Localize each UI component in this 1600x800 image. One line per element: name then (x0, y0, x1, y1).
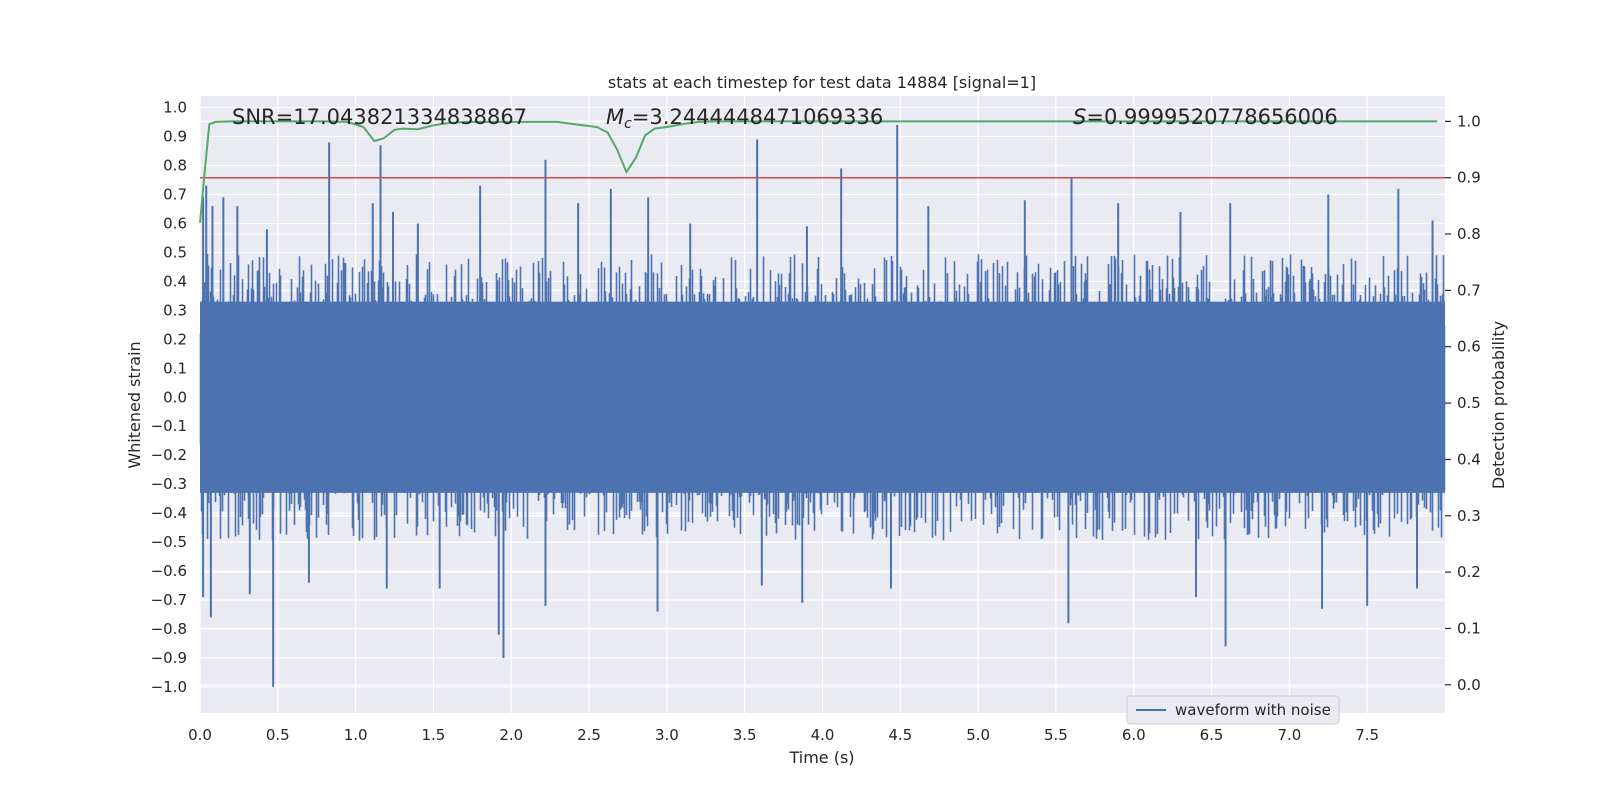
y-right-tick-label: 0.0 (1457, 676, 1481, 694)
x-tick-label: 5.0 (966, 726, 990, 744)
y-left-tick-label: 0.9 (163, 128, 187, 146)
legend-box (1126, 695, 1340, 725)
x-tick-label: 7.0 (1277, 726, 1301, 744)
chirp-mass-subscript: c (624, 116, 632, 132)
x-tick-label: 3.5 (733, 726, 757, 744)
y-right-tick-label: 0.8 (1457, 225, 1481, 243)
chirp-mass-annotation: Mc=3.2444448471069336 (606, 105, 883, 132)
y-right-tick-label: 1.0 (1457, 112, 1481, 130)
y-right-tick-label: 0.3 (1457, 507, 1481, 525)
y-right-tick-label: 0.9 (1457, 169, 1481, 187)
y-left-tick-label: −0.9 (151, 649, 187, 667)
y-left-tick-label: 0.0 (163, 388, 187, 406)
detection-probability-line (199, 120, 1438, 223)
score-symbol: S (1073, 105, 1086, 129)
y-left-tick-label: −0.8 (151, 620, 187, 638)
legend-label: waveform with noise (1175, 701, 1331, 719)
y-left-tick-label: 0.2 (163, 330, 187, 348)
x-tick-label: 1.5 (422, 726, 446, 744)
y-left-tick-label: −0.7 (151, 591, 187, 609)
y-axis-left-label: Whitened strain (125, 341, 144, 468)
x-axis-ticks: 0.0 0.5 1.0 1.5 2.0 2.5 3.0 3.5 4.0 4.5 5.0 5.5 6.0 6… (188, 726, 1379, 744)
y-left-tick-label: −1.0 (151, 678, 187, 696)
y-axis-right-ticks: 1.0 0.9 0.8 0.7 0.6 0.5 0.4 0.3 0.2 0.1 0.0 (1445, 112, 1481, 694)
y-right-tick-label: 0.4 (1457, 450, 1481, 468)
y-left-tick-label: −0.4 (151, 504, 187, 522)
y-axis-right-label: Detection probability (1489, 321, 1508, 489)
chirp-mass-symbol: M (606, 105, 624, 129)
chart-title: stats at each timestep for test data 148… (608, 73, 1036, 92)
x-tick-label: 0.0 (188, 726, 212, 744)
y-left-tick-label: 0.7 (163, 185, 187, 203)
y-left-tick-label: 0.1 (163, 359, 187, 377)
x-tick-label: 6.5 (1200, 726, 1224, 744)
y-left-tick-label: 1.0 (163, 99, 187, 117)
y-left-tick-label: 0.4 (163, 272, 187, 290)
y-left-tick-label: −0.5 (151, 533, 187, 551)
y-left-tick-label: −0.2 (151, 446, 187, 464)
x-tick-label: 0.5 (266, 726, 290, 744)
legend: waveform with noise (1126, 695, 1340, 725)
x-tick-label: 4.0 (811, 726, 835, 744)
x-tick-label: 5.5 (1044, 726, 1068, 744)
y-left-tick-label: −0.3 (151, 475, 187, 493)
x-tick-label: 6.0 (1122, 726, 1146, 744)
score-annotation: S=0.9999520778656006 (1073, 105, 1338, 129)
x-tick-label: 3.0 (655, 726, 679, 744)
y-left-tick-label: −0.6 (151, 562, 187, 580)
y-left-tick-label: 0.8 (163, 157, 187, 175)
x-tick-label: 4.5 (888, 726, 912, 744)
waveform-core-band (200, 301, 1445, 493)
x-axis-label: Time (s) (788, 748, 854, 767)
y-left-tick-label: 0.3 (163, 301, 187, 319)
y-right-tick-label: 0.2 (1457, 563, 1481, 581)
y-right-tick-label: 0.6 (1457, 338, 1481, 356)
y-right-tick-label: 0.1 (1457, 619, 1481, 637)
x-tick-label: 1.0 (344, 726, 368, 744)
x-tick-label: 7.5 (1355, 726, 1379, 744)
y-left-tick-label: 0.5 (163, 243, 187, 261)
y-left-tick-label: 0.6 (163, 214, 187, 232)
x-tick-label: 2.0 (499, 726, 523, 744)
snr-annotation: SNR=17.043821334838867 (232, 105, 527, 129)
y-axis-left-ticks: 1.0 0.9 0.8 0.7 0.6 0.5 0.4 0.3 0.2 0.1 0.0 −0.1 −0.… (151, 99, 187, 696)
x-tick-label: 2.5 (577, 726, 601, 744)
y-left-tick-label: −0.1 (151, 417, 187, 435)
chirp-mass-value: =3.2444448471069336 (632, 105, 883, 129)
y-right-tick-label: 0.7 (1457, 281, 1481, 299)
score-value: =0.9999520778656006 (1086, 105, 1337, 129)
y-right-tick-label: 0.5 (1457, 394, 1481, 412)
waveform-series (199, 124, 1446, 687)
